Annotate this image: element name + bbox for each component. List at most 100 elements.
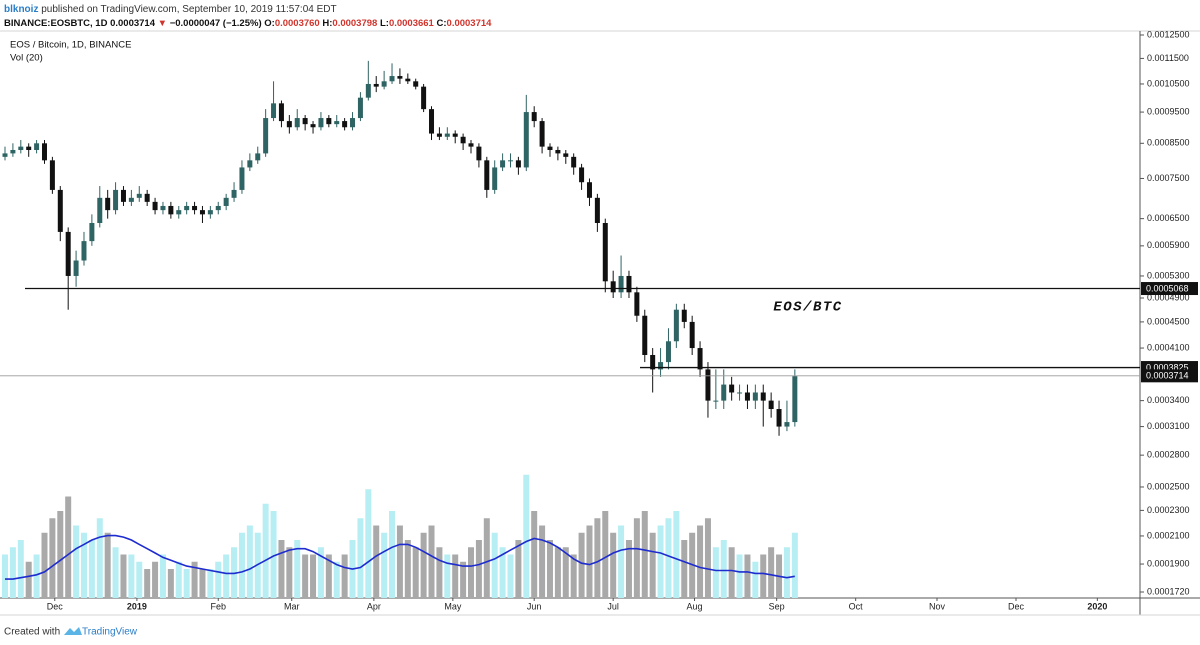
candle-body <box>768 400 774 410</box>
volume-bar <box>594 518 601 598</box>
volume-bar <box>665 518 672 598</box>
candle-body <box>729 384 735 393</box>
volume-bar <box>546 540 553 598</box>
candle-body <box>792 376 798 423</box>
volume-bar <box>475 540 482 598</box>
volume-bar <box>341 554 348 598</box>
volume-bar <box>554 547 561 598</box>
volume-bar <box>365 489 372 598</box>
candle-body <box>49 160 55 190</box>
volume-bar <box>704 518 711 598</box>
last-price-box <box>1141 369 1198 383</box>
volume-bar <box>396 525 403 598</box>
volume-bar <box>357 518 364 598</box>
footer-brand[interactable]: TradingView <box>82 627 138 638</box>
candle-body <box>737 392 743 394</box>
volume-bar <box>159 554 166 598</box>
candle-body <box>523 112 529 168</box>
candle-body <box>744 392 750 401</box>
last: 0.0003714 <box>110 18 156 29</box>
volume-bar <box>294 540 301 598</box>
candle-body <box>144 193 150 202</box>
x-tick-label: Jun <box>527 601 542 611</box>
candle-body <box>223 197 229 206</box>
candle-body <box>168 205 174 215</box>
candle-body <box>547 146 553 150</box>
y-tick-label: 0.0010500 <box>1147 78 1190 88</box>
candle-body <box>452 133 458 137</box>
ohlc-label: O: <box>264 18 275 29</box>
candle-body <box>310 124 316 128</box>
volume-bar <box>199 569 206 598</box>
volume-bar <box>25 561 32 598</box>
candle-body <box>192 205 198 211</box>
author[interactable]: blknoiz <box>4 4 38 15</box>
y-tick-label: 0.0002100 <box>1147 530 1190 540</box>
candle-body <box>484 160 490 190</box>
y-tick-label: 0.0005300 <box>1147 270 1190 280</box>
candle-body <box>326 118 332 125</box>
candle-body <box>318 118 324 128</box>
volume-bar <box>420 532 427 598</box>
volume-bar <box>610 532 617 598</box>
volume-bar <box>728 547 735 598</box>
volume-bar <box>80 532 87 598</box>
candle-body <box>10 149 16 154</box>
volume-bar <box>373 525 380 598</box>
candle-body <box>436 133 442 137</box>
volume-bar <box>507 554 514 598</box>
volume-bar <box>491 532 498 598</box>
volume-bar <box>278 540 285 598</box>
candle-body <box>681 309 687 322</box>
candle-body <box>673 309 679 342</box>
volume-bar <box>120 554 127 598</box>
candle-body <box>563 153 569 157</box>
volume-bar <box>515 540 522 598</box>
candle-body <box>531 112 537 122</box>
candle-body <box>665 341 671 363</box>
level-label: 0.0005068 <box>1146 283 1189 293</box>
volume-bar <box>17 540 24 598</box>
candle-body <box>618 275 624 293</box>
chart-title: EOS / Bitcoin, 1D, BINANCE <box>10 40 131 51</box>
candle-body <box>278 103 284 122</box>
volume-bar <box>602 511 609 598</box>
volume-bar <box>317 547 324 598</box>
candle-body <box>381 81 387 87</box>
candle-body <box>539 121 545 147</box>
volume-bar <box>673 511 680 598</box>
volume-bar <box>49 518 56 598</box>
candle-body <box>658 362 664 370</box>
y-tick-label: 0.0002300 <box>1147 505 1190 515</box>
candle-body <box>650 354 656 370</box>
header-line: blknoiz published on TradingView.com, Se… <box>4 4 337 15</box>
candle-body <box>18 146 24 150</box>
volume-bar <box>539 525 546 598</box>
candle-body <box>81 241 87 261</box>
x-tick-label: Oct <box>849 601 864 611</box>
candle-body <box>515 160 521 168</box>
y-tick-label: 0.0003400 <box>1147 395 1190 405</box>
candle-body <box>34 143 40 150</box>
volume-bar <box>96 518 103 598</box>
volume-bar <box>736 554 743 598</box>
x-tick-label: Jul <box>607 601 619 611</box>
y-tick-label: 0.0009500 <box>1147 106 1190 116</box>
x-tick-label: Nov <box>929 601 946 611</box>
volume-bar <box>88 540 95 598</box>
y-tick-label: 0.0001720 <box>1147 586 1190 596</box>
x-tick-label: Feb <box>210 601 226 611</box>
volume-bar <box>183 569 190 598</box>
volume-bar <box>136 561 143 598</box>
volume-bar <box>238 532 245 598</box>
candle-body <box>105 197 111 211</box>
volume-bar <box>618 525 625 598</box>
candle-body <box>255 153 261 161</box>
annotation: EOS/BTC <box>773 300 842 316</box>
volume-bar <box>460 561 467 598</box>
candle-body <box>342 121 348 128</box>
ohlc-value: 0.0003661 <box>389 18 435 29</box>
volume-ma-line <box>5 534 795 580</box>
candle-body <box>705 369 711 401</box>
volume-bar <box>310 554 317 598</box>
